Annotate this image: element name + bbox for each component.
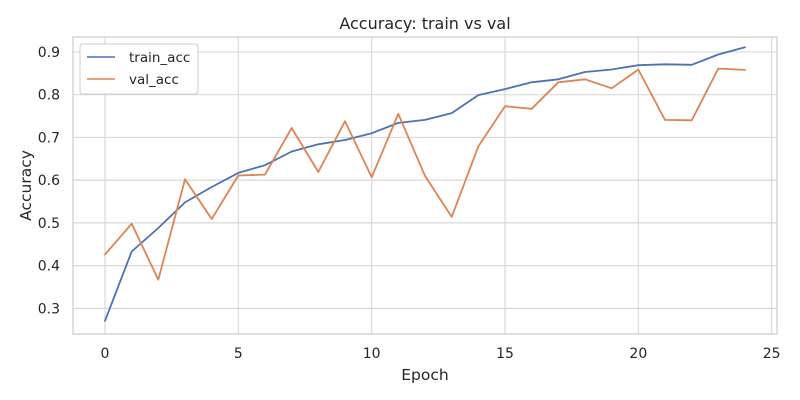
x-tick-label: 25 xyxy=(763,346,781,362)
x-tick-label: 20 xyxy=(629,346,647,362)
y-tick-label: 0.7 xyxy=(38,130,60,146)
chart-title: Accuracy: train vs val xyxy=(339,14,510,33)
y-tick-label: 0.8 xyxy=(38,88,60,104)
grid xyxy=(73,37,777,334)
x-tick-label: 0 xyxy=(101,346,110,362)
legend: train_acc val_acc xyxy=(79,43,199,95)
y-tick-label: 0.6 xyxy=(38,173,60,189)
tick-labels: 0 5 10 15 20 25 0.3 0.4 0.5 0.6 0.7 0.8 0.9 xyxy=(38,45,781,362)
series-line-train-acc xyxy=(104,46,746,322)
x-tick-label: 5 xyxy=(234,346,243,362)
x-tick-label: 15 xyxy=(496,346,514,362)
x-axis-label: Epoch xyxy=(401,366,448,384)
y-axis-label: Accuracy xyxy=(17,150,35,221)
legend-label-train-acc: train_acc xyxy=(129,50,190,66)
y-tick-label: 0.5 xyxy=(38,216,60,232)
y-tick-label: 0.4 xyxy=(38,259,60,275)
y-tick-label: 0.9 xyxy=(38,45,60,61)
x-tick-label: 10 xyxy=(363,346,381,362)
y-tick-label: 0.3 xyxy=(38,301,60,317)
plot-frame xyxy=(72,36,778,335)
legend-label-val-acc: val_acc xyxy=(129,72,179,88)
series-line-val-acc xyxy=(104,67,746,281)
series-lines xyxy=(104,46,746,322)
